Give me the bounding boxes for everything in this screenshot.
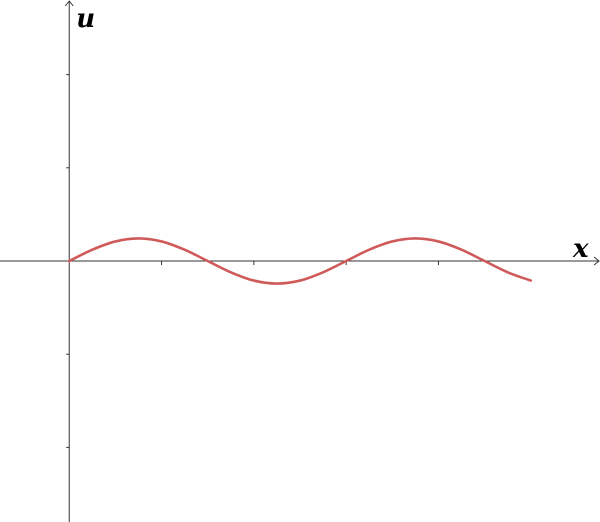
x-axis-label: x xyxy=(572,234,589,264)
x-axis-arrow xyxy=(593,256,600,266)
series-layer xyxy=(67,237,533,285)
series-line xyxy=(67,237,533,285)
y-axis-arrow xyxy=(64,0,74,7)
y-axis-label: u xyxy=(76,4,95,34)
